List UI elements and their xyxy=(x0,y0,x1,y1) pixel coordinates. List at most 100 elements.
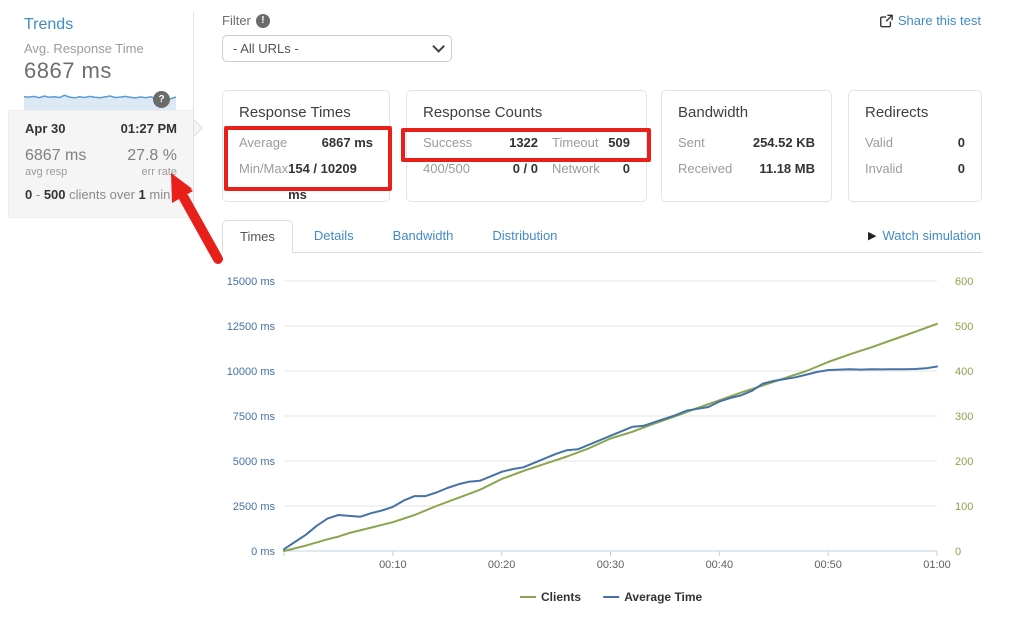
svg-text:400: 400 xyxy=(955,366,973,378)
stat-value: 0 xyxy=(622,161,630,176)
tab-details[interactable]: Details xyxy=(313,228,354,243)
trend-err-label: err rate xyxy=(141,166,177,178)
exclamation-glyph: ! xyxy=(261,14,265,26)
clients-sep: - xyxy=(35,187,41,202)
times-line-chart[interactable]: 0 ms 0 2500 ms 100 5000 ms 200 7500 ms 300 10000… xyxy=(222,262,982,610)
share-test-link[interactable]: Share this test xyxy=(879,13,981,28)
svg-text:00:40: 00:40 xyxy=(706,559,734,571)
stat-label: Average xyxy=(239,135,288,150)
sidebar-divider xyxy=(193,12,194,220)
avg-response-time-label: Avg. Response Time xyxy=(24,41,144,56)
tab-bandwidth[interactable]: Bandwidth xyxy=(392,228,454,243)
clients-max: 500 xyxy=(43,187,66,202)
trend-sparkline[interactable]: ? xyxy=(23,89,177,111)
trend-item-selected[interactable]: Apr 30 01:27 PM 6867 ms 27.8 % avg resp … xyxy=(8,110,203,218)
svg-text:15000 ms: 15000 ms xyxy=(227,276,276,288)
card-bandwidth: Bandwidth Sent 254.52 KB Received 11.18 … xyxy=(661,90,832,202)
svg-text:01:00: 01:00 xyxy=(923,559,951,571)
url-filter-select[interactable]: - All URLs - xyxy=(222,35,452,62)
card-title: Response Times xyxy=(239,104,351,121)
card-response-counts: Response Counts Success 1322 Timeout 509… xyxy=(406,90,647,202)
svg-text:600: 600 xyxy=(955,276,973,288)
stat-row: Sent 254.52 KB xyxy=(678,130,815,156)
card-response-times: Response Times Average 6867 ms Min/Max 1… xyxy=(222,90,390,202)
stat-row: Received 11.18 MB xyxy=(678,156,815,182)
chart-tabs: Times Details Bandwidth Distribution xyxy=(222,219,982,253)
filter-label: Filter ! xyxy=(222,13,452,28)
stat-row: Success 1322 Timeout 509 xyxy=(423,130,630,156)
watch-simulation-link[interactable]: ▶ Watch simulation xyxy=(868,228,981,243)
stat-row: Average 6867 ms xyxy=(239,130,373,156)
stat-row: 400/500 0 / 0 Network 0 xyxy=(423,156,630,182)
stat-value: 0 xyxy=(957,135,965,150)
svg-text:12500 ms: 12500 ms xyxy=(227,321,276,333)
stat-label: 400/500 xyxy=(423,161,470,176)
trends-title-link[interactable]: Trends xyxy=(24,16,74,33)
trends-sidebar: Trends Avg. Response Time 6867 ms ? Apr … xyxy=(8,8,203,218)
question-glyph: ? xyxy=(158,94,165,105)
trend-clients-summary: 0 - 500 clients over 1 min xyxy=(25,187,177,202)
trend-err-value: 27.8 % xyxy=(127,147,177,164)
card-title: Redirects xyxy=(865,104,929,121)
filter-label-text: Filter xyxy=(222,13,251,28)
stat-value: 11.18 MB xyxy=(759,161,815,176)
stat-label: Invalid xyxy=(865,161,903,176)
stat-row: Invalid 0 xyxy=(865,156,965,182)
stat-row: Valid 0 xyxy=(865,130,965,156)
tab-times[interactable]: Times xyxy=(222,220,293,253)
stat-label: Timeout xyxy=(552,135,599,150)
svg-text:10000 ms: 10000 ms xyxy=(227,366,276,378)
tab-distribution[interactable]: Distribution xyxy=(492,228,558,243)
svg-text:0 ms: 0 ms xyxy=(251,546,275,558)
clients-unit: min xyxy=(149,187,171,202)
clients-text: clients over xyxy=(69,187,135,202)
chevron-down-icon xyxy=(432,40,445,53)
filter-group: Filter ! - All URLs - xyxy=(222,13,452,62)
stat-value: 6867 ms xyxy=(321,135,373,150)
svg-text:100: 100 xyxy=(955,501,973,513)
stat-value: 1322 xyxy=(509,135,539,150)
svg-text:7500 ms: 7500 ms xyxy=(233,411,276,423)
exclamation-icon[interactable]: ! xyxy=(255,13,270,28)
watch-simulation-label: Watch simulation xyxy=(882,228,982,243)
url-filter-selected-option: - All URLs - xyxy=(233,41,299,56)
svg-text:2500 ms: 2500 ms xyxy=(233,501,276,513)
stat-value: 0 / 0 xyxy=(512,161,539,176)
svg-text:00:10: 00:10 xyxy=(379,559,407,571)
clients-duration: 1 xyxy=(138,187,146,202)
trend-avg-value: 6867 ms xyxy=(25,147,87,164)
svg-text:200: 200 xyxy=(955,456,973,468)
stat-value: 154 / 10209 ms xyxy=(288,161,357,202)
svg-text:00:30: 00:30 xyxy=(597,559,625,571)
svg-text:500: 500 xyxy=(955,321,973,333)
share-icon xyxy=(879,14,893,27)
trend-time: 01:27 PM xyxy=(120,121,177,136)
stat-value: 509 xyxy=(608,135,630,150)
stat-label: Sent xyxy=(678,135,705,150)
svg-text:00:50: 00:50 xyxy=(814,559,842,571)
stat-label: Valid xyxy=(865,135,893,150)
trend-avg-label: avg resp xyxy=(25,166,68,178)
svg-text:300: 300 xyxy=(955,411,973,423)
avg-response-time-value: 6867 ms xyxy=(24,58,112,83)
share-test-label: Share this test xyxy=(897,13,981,28)
stat-row: Min/Max 154 / 10209 ms xyxy=(239,156,373,208)
svg-text:Average Time: Average Time xyxy=(624,590,702,604)
question-icon[interactable]: ? xyxy=(153,91,170,108)
card-title: Bandwidth xyxy=(678,104,749,121)
stat-value: 0 xyxy=(957,161,965,176)
sparkline-chart xyxy=(23,94,177,111)
stat-value: 254.52 KB xyxy=(752,135,815,150)
stat-label: Success xyxy=(423,135,473,150)
svg-text:5000 ms: 5000 ms xyxy=(233,456,276,468)
stat-label: Min/Max xyxy=(239,161,289,176)
card-title: Response Counts xyxy=(423,104,543,121)
card-redirects: Redirects Valid 0 Invalid 0 xyxy=(848,90,982,202)
svg-text:0: 0 xyxy=(955,546,961,558)
stat-label: Received xyxy=(678,161,733,176)
play-icon: ▶ xyxy=(868,230,877,242)
trend-date: Apr 30 xyxy=(25,121,66,136)
clients-min: 0 xyxy=(25,187,33,202)
svg-text:Clients: Clients xyxy=(541,590,581,604)
